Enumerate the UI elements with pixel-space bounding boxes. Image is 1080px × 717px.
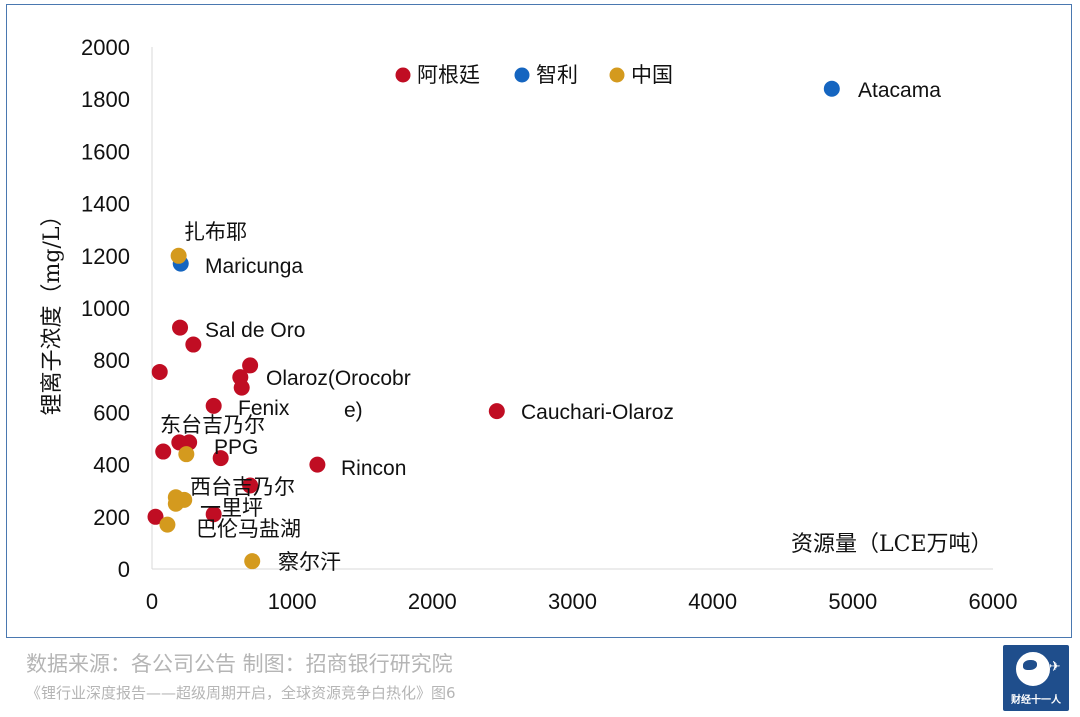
- report-reference: 《锂行业深度报告——超级周期开启，全球资源竞争白热化》图6: [26, 684, 456, 702]
- point-label-dongtaijinaier: 东台吉乃尔: [160, 413, 265, 437]
- data-point-argentina-9: [155, 443, 172, 460]
- point-label-sal-de-oro: Sal de Oro: [205, 319, 305, 342]
- point-label-olaroz-line1: Olaroz(Orocobr: [266, 367, 411, 390]
- y-tick-label: 200: [93, 505, 130, 530]
- y-tick-label: 2000: [81, 35, 130, 60]
- x-tick-label: 2000: [408, 589, 457, 614]
- data-point-china-0: [170, 247, 187, 264]
- data-point-argentina-3: [242, 357, 259, 374]
- logo-text: 财经十一人: [1011, 695, 1061, 706]
- y-tick-label: 600: [93, 400, 130, 425]
- x-tick-label: 4000: [688, 589, 737, 614]
- point-label-cauchari-olaroz: Cauchari-Olaroz: [521, 401, 674, 424]
- scatter-chart: 0 200 400 600 800 1000 1200 1400 1600 1800 2000 0 10…: [40, 35, 1018, 614]
- x-tick-label: 1000: [268, 589, 317, 614]
- y-tick-label: 1800: [81, 87, 130, 112]
- point-label-rincon: Rincon: [341, 457, 406, 480]
- y-axis-title: 锂离子浓度（mg/L）: [40, 205, 65, 416]
- data-point-argentina-0: [172, 319, 189, 336]
- publisher-logo: ✈ 财经十一人: [1003, 645, 1069, 711]
- point-label-atacama: Atacama: [858, 79, 941, 102]
- x-axis-title: 资源量（LCE万吨）: [791, 532, 993, 557]
- y-tick-label: 1000: [81, 296, 130, 321]
- data-point-chile-0: [823, 80, 840, 97]
- y-tick-label: 1200: [81, 244, 130, 269]
- point-label-balunmayanhu: 巴伦马盐湖: [196, 517, 301, 541]
- legend-marker-china: [609, 67, 625, 83]
- x-tick-label: 5000: [828, 589, 877, 614]
- y-tick-label: 800: [93, 348, 130, 373]
- y-tick-label: 1600: [81, 139, 130, 164]
- point-label-fenix: Fenix: [238, 397, 290, 420]
- data-point-argentina-15: [488, 403, 505, 420]
- legend-marker-argentina: [395, 67, 411, 83]
- y-tick-label: 400: [93, 453, 130, 478]
- data-point-china-6: [244, 553, 261, 570]
- point-label-xitaijinaier: 西台吉乃尔: [190, 475, 295, 499]
- x-tick-label: 3000: [548, 589, 597, 614]
- data-point-china-4: [167, 495, 184, 512]
- y-tick-label: 0: [118, 557, 130, 582]
- point-label-olaroz-line2: e): [344, 399, 363, 422]
- chart-frame: 0 200 400 600 800 1000 1200 1400 1600 1800 2000 0 10…: [6, 4, 1072, 638]
- data-point-china-5: [159, 516, 176, 533]
- data-point-argentina-13: [147, 508, 164, 525]
- runner-icon: ✈: [1049, 659, 1061, 675]
- y-tick-label: 1400: [81, 192, 130, 217]
- source-note: 数据来源：各公司公告 制图：招商银行研究院: [26, 652, 453, 676]
- data-point-argentina-5: [233, 379, 250, 396]
- point-label-maricunga: Maricunga: [205, 255, 303, 278]
- point-label-chaerhan: 察尔汗: [278, 550, 341, 574]
- globe-icon: [1016, 652, 1050, 686]
- data-point-argentina-12: [242, 477, 259, 494]
- point-label-zhabuye: 扎布耶: [184, 220, 247, 244]
- legend-label-china: 中国: [631, 63, 673, 87]
- legend-label-chile: 智利: [536, 63, 578, 87]
- legend: 阿根廷 智利 中国: [395, 63, 673, 87]
- legend-label-argentina: 阿根廷: [417, 63, 480, 87]
- data-point-argentina-14: [205, 506, 222, 523]
- x-tick-label: 6000: [969, 589, 1018, 614]
- legend-marker-chile: [514, 67, 530, 83]
- data-point-china-1: [178, 446, 195, 463]
- x-tick-label: 0: [146, 589, 158, 614]
- data-point-argentina-11: [309, 456, 326, 473]
- point-label-ppg: PPG: [214, 436, 258, 459]
- data-point-argentina-1: [185, 336, 202, 353]
- data-point-argentina-2: [151, 363, 168, 380]
- point-label-yiliping: 一里坪: [200, 496, 263, 520]
- data-point-argentina-10: [212, 450, 229, 467]
- data-point-argentina-6: [205, 397, 222, 414]
- point-label-olaroz: Olaroz(Orocobr e): [266, 367, 411, 422]
